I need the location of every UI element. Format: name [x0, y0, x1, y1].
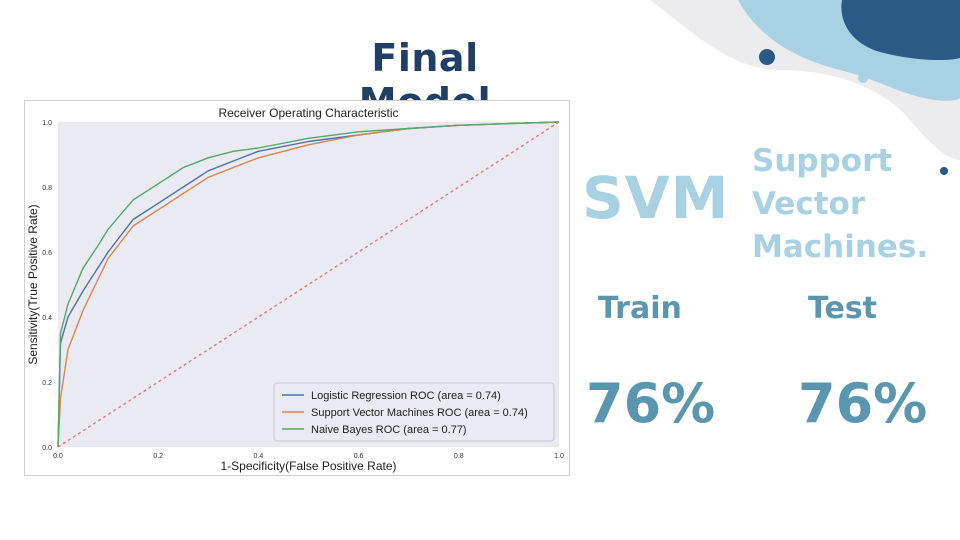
model-name-line-2: Vector [752, 186, 866, 222]
x-tick-label: 0.4 [254, 453, 264, 460]
x-tick-label: 0.0 [53, 453, 63, 460]
y-tick-label: 0.8 [42, 185, 52, 192]
roc-lines [57, 121, 560, 448]
x-tick-label: 0.8 [454, 453, 464, 460]
model-full-name: Support Vector Machines. [752, 140, 952, 269]
legend-entry: Logistic Regression ROC (area = 0.74) [311, 390, 501, 402]
legend-entry: Support Vector Machines ROC (area = 0.74… [311, 407, 528, 419]
y-tick-label: 0.2 [42, 380, 52, 387]
roc-chart: Receiver Operating Characteristic 1-Spec… [24, 100, 570, 476]
y-tick-label: 1.0 [42, 120, 52, 127]
x-tick-label: 1.0 [554, 453, 564, 460]
axis-ticks: 0.0 0.2 0.4 0.6 0.8 1.0 0.0 0.2 0.4 0.6 0.8 1.0 [42, 120, 564, 460]
legend-box [273, 382, 555, 442]
x-axis-label: 1-Specificity(False Positive Rate) [220, 459, 396, 473]
test-accuracy: 76% [798, 372, 928, 435]
model-name-line-1: Support [752, 143, 893, 179]
legend-entry: Naive Bayes ROC (area = 0.77) [311, 424, 467, 436]
decor-gray-blob [650, 0, 960, 160]
y-tick-label: 0.4 [42, 315, 52, 322]
y-tick-label: 0.6 [42, 250, 52, 257]
decor-dot-dark [759, 49, 775, 65]
y-tick-label: 0.0 [42, 445, 52, 452]
decor-light-blue-blob [738, 0, 960, 101]
train-label: Train [598, 291, 682, 326]
model-name-line-3: Machines. [752, 229, 929, 265]
roc-chart-svg: Receiver Operating Characteristic 1-Spec… [24, 100, 570, 476]
chart-title: Receiver Operating Characteristic [218, 106, 398, 120]
y-axis-label: Sensitivity(True Positive Rate) [26, 204, 40, 364]
legend: Logistic Regression ROC (area = 0.74) Sup… [273, 382, 555, 442]
model-abbreviation: SVM [582, 164, 730, 232]
x-tick-label: 0.2 [153, 453, 163, 460]
x-tick-label: 0.6 [354, 453, 364, 460]
train-accuracy: 76% [586, 372, 716, 435]
decor-dot-light [858, 73, 868, 83]
roc-series-line-3 [57, 121, 560, 448]
decor-dark-blue-blob [841, 0, 960, 60]
test-label: Test [808, 291, 878, 326]
